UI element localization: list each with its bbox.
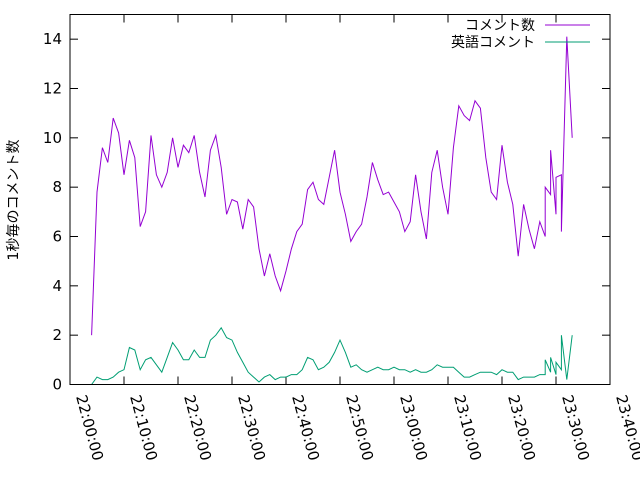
y-tick-label: 4 xyxy=(52,277,62,295)
x-tick-label: 23:10:00 xyxy=(450,393,485,463)
y-tick-label: 2 xyxy=(52,326,62,344)
x-tick-label: 23:00:00 xyxy=(396,393,431,463)
x-axis-ticks: 22:00:00 22:10:00 22:20:00 22:30:00 22:40:00… xyxy=(69,14,640,463)
x-tick-label: 22:50:00 xyxy=(342,393,377,463)
y-tick-label: 10 xyxy=(43,129,62,147)
y-tick-label: 6 xyxy=(52,228,62,246)
x-tick-label: 22:30:00 xyxy=(234,393,269,463)
x-tick-label: 23:20:00 xyxy=(504,393,539,463)
x-tick-label: 22:10:00 xyxy=(126,393,161,463)
plot-frame xyxy=(69,14,611,385)
series-lines xyxy=(91,36,573,385)
x-tick-label: 23:30:00 xyxy=(558,393,593,463)
x-tick-label: 22:00:00 xyxy=(72,393,107,463)
legend-label: コメント数 xyxy=(465,18,535,34)
legend-label: 英語コメント xyxy=(451,34,535,51)
y-tick-label: 14 xyxy=(43,30,62,48)
y-tick-label: 8 xyxy=(52,178,62,196)
y-tick-label: 0 xyxy=(52,376,62,394)
series-line-1 xyxy=(91,36,573,336)
x-tick-label: 22:40:00 xyxy=(288,393,323,463)
series-line-2 xyxy=(91,326,573,385)
y-axis-label: 1秒毎のコメント数 xyxy=(6,140,22,261)
x-tick-label: 23:40:00 xyxy=(612,393,640,463)
x-tick-label: 22:20:00 xyxy=(180,393,215,463)
y-tick-label: 12 xyxy=(43,80,62,98)
